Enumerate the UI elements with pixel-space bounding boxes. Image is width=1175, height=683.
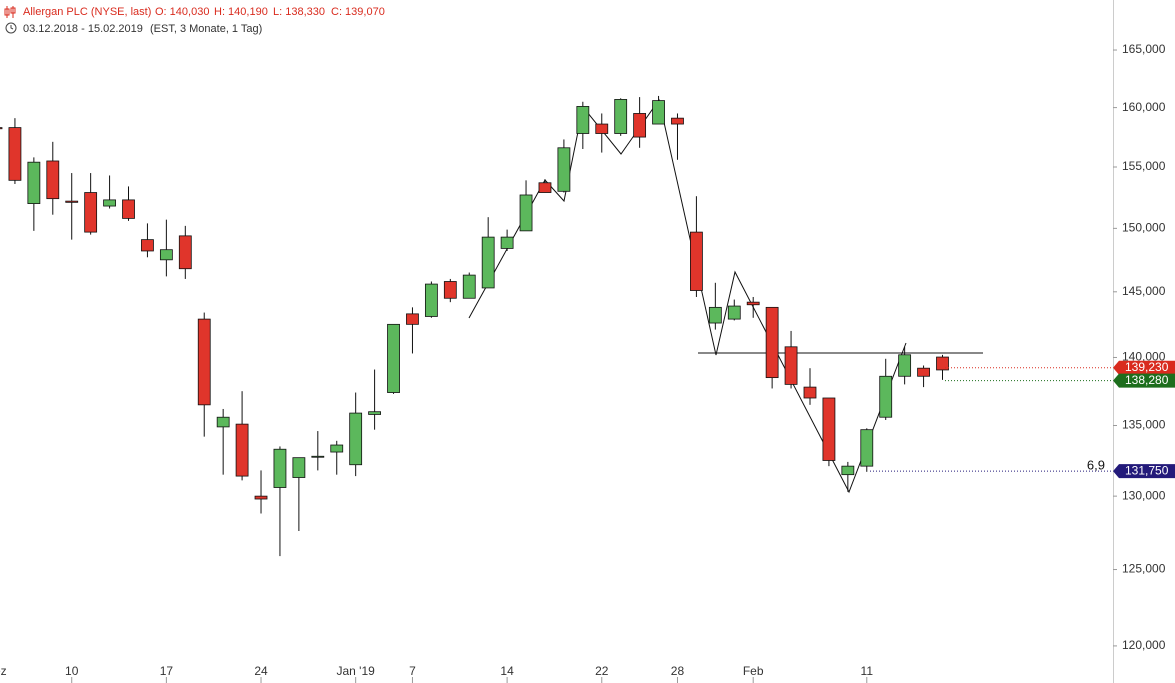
y-tick-label: 160,000 [1122,100,1166,114]
price-tag [1113,464,1175,479]
y-tick-label: 145,000 [1122,284,1166,298]
candle-body [784,346,798,385]
y-tick-label: 130,000 [1122,488,1166,502]
x-tick-label: 17 [160,664,174,678]
price-tag-label: 131,750 [1125,463,1169,477]
candle-body [936,356,949,371]
x-tick-label: 14 [500,664,514,678]
candle-body [500,236,514,249]
candle-body [406,313,419,325]
x-tick-label: 10 [65,664,79,678]
y-tick-label: 155,000 [1122,159,1166,173]
x-tick-label: 11 [861,664,874,678]
y-tick-label: 140,000 [1122,350,1166,364]
candle-body [917,367,930,377]
candle-body [159,249,173,261]
candle-body [46,160,60,200]
annotation: 6,9 [1087,457,1105,472]
candle-body [898,354,912,377]
candle-body [481,236,495,289]
x-tick-label: Dez [0,664,7,678]
quote-open: O: 140,030 [155,6,209,18]
x-tick-label: 22 [595,664,609,678]
candle-body [879,375,893,418]
y-tick-label: 125,000 [1122,562,1166,576]
y-tick-label: 120,000 [1122,638,1166,652]
candle-body [330,444,344,453]
candle-body [311,455,325,458]
price-tag-label: 138,280 [1125,373,1169,387]
quote-low: L: 138,330 [273,6,325,18]
candle-body [671,117,684,125]
candle-body [690,231,703,291]
candle-body [103,199,116,207]
chart-subtitle: 03.12.2018 - 15.02.2019 [23,23,143,35]
candle-body [27,161,41,204]
candle-body [557,147,571,192]
candle-body [273,448,287,488]
candle-body [216,416,230,428]
candle-body [633,113,647,138]
x-tick-label: Feb [743,664,764,678]
candle-body [122,199,135,219]
candle-body [65,200,79,203]
x-tick-label: 24 [254,664,268,678]
candle-body [349,412,363,466]
x-tick-label: 28 [671,664,685,678]
candle-body [387,323,400,393]
price-tag-label: 139,230 [1125,360,1169,374]
candle-body [860,429,874,467]
candle-body [841,465,855,476]
x-tick-label: 7 [409,664,416,678]
candle-body [519,194,533,232]
candle-body [746,301,760,306]
candle-icon [4,6,16,18]
candle-body [708,306,722,324]
quote-high: H: 140,190 [214,6,268,18]
candle-body [0,127,3,130]
price-tag [1113,360,1175,375]
x-tick-label: Jan '19 [337,664,376,678]
candle-body [614,99,628,134]
quote-close: C: 139,070 [331,6,385,18]
candle-body [197,318,211,406]
candle-body [538,182,552,193]
candle-body [576,106,590,134]
candle-body [235,423,249,477]
y-tick-label: 165,000 [1122,42,1166,56]
candle-body [595,123,609,134]
candle-body [254,495,268,500]
candle-body [424,283,438,317]
clock-icon [5,22,17,34]
candle-body [84,192,98,233]
candle-body [803,386,817,399]
candle-body [727,305,741,320]
candle-body [292,457,306,478]
candle-body [368,411,382,415]
candle-body [652,100,665,125]
candle-body [178,235,192,270]
candle-body [822,397,836,461]
y-tick-label: 150,000 [1122,221,1166,235]
candle-body [443,281,457,299]
price-tag [1113,373,1175,388]
y-tick-label: 135,000 [1122,418,1166,432]
subtitle-note: (EST, 3 Monate, 1 Tag) [150,23,262,35]
candle-body [765,306,779,379]
trend-drawing [468,98,983,494]
candle-body [8,127,22,181]
candle-body [462,274,476,299]
zigzag-line [468,98,907,494]
candle-body [141,239,154,252]
chart-title: Allergan PLC (NYSE, last) [23,6,151,18]
